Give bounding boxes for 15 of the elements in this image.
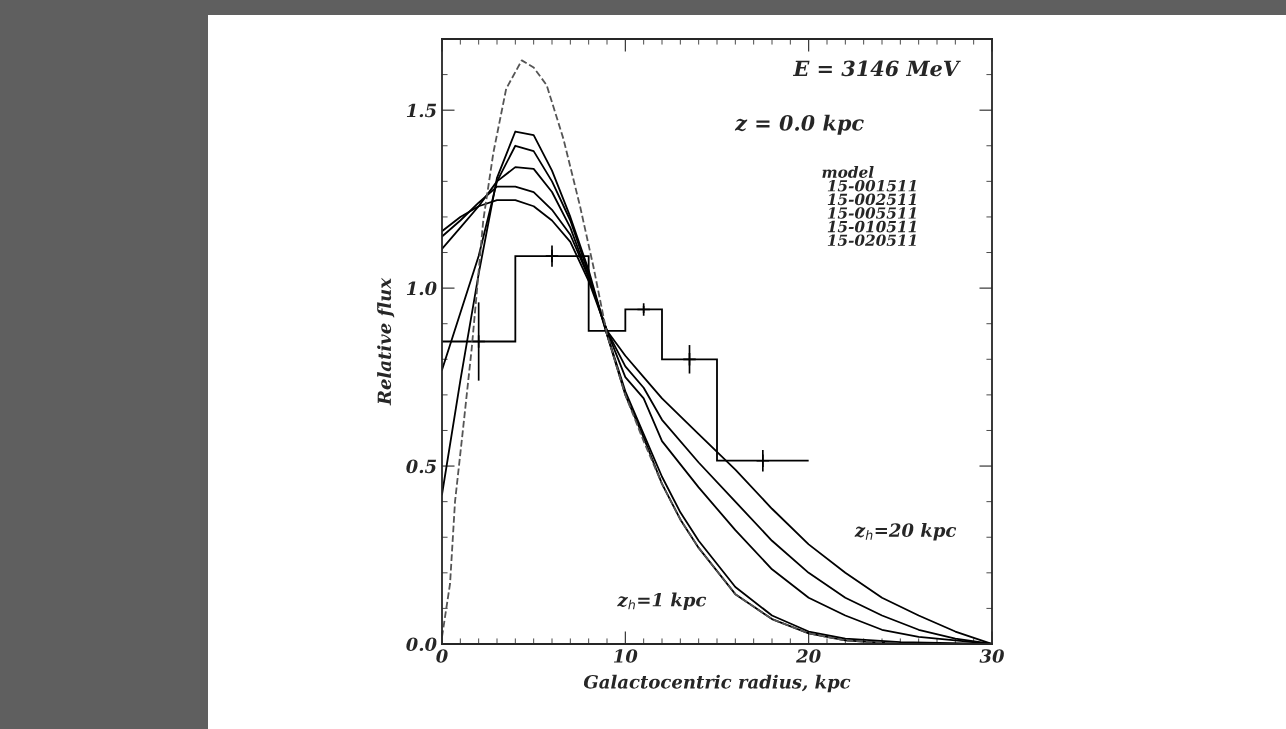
y-tick-label: 1.0 [406, 281, 437, 296]
annotation: E = 3146 MeV [792, 60, 961, 77]
x-axis-title: Galactocentric radius, kpc [583, 674, 851, 693]
y-tick-label: 0.5 [406, 459, 437, 474]
y-axis-title: Relative flux [377, 277, 395, 406]
y-tick-label: 1.5 [406, 103, 437, 118]
x-tick-label: 10 [613, 649, 638, 663]
annotation: z = 0.0 kpc [734, 114, 864, 135]
x-tick-label: 30 [979, 649, 1004, 663]
x-tick-label: 0 [436, 649, 448, 663]
annotation: z$_{h}$=20 kpc [854, 523, 957, 541]
x-tick-label: 20 [796, 649, 821, 663]
annotation: z$_{h}$=1 kpc [617, 592, 707, 611]
y-tick-label: 0.0 [406, 637, 437, 652]
annotation: model 15-001511 15-002511 15-005511 15-010511 15-020511 [822, 166, 916, 246]
